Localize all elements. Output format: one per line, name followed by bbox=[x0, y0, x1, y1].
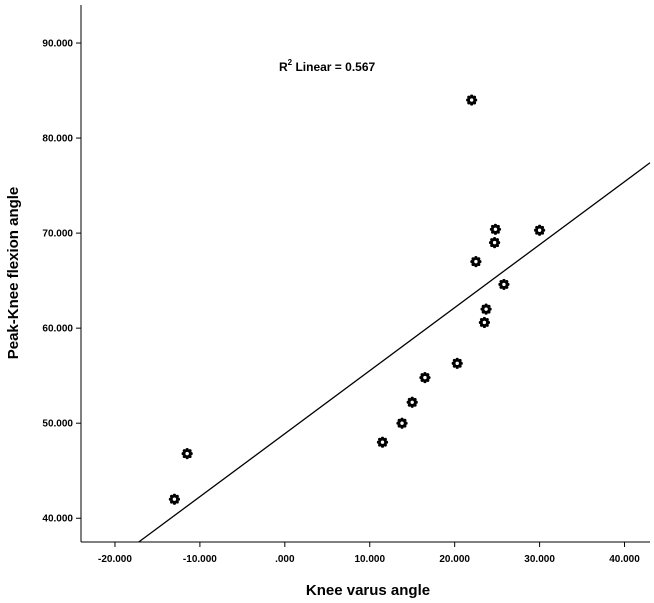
data-point bbox=[489, 223, 502, 235]
data-point bbox=[488, 237, 501, 249]
y-tick-label: 60.000 bbox=[42, 324, 73, 335]
fit-line bbox=[138, 162, 651, 543]
x-ticks: -20.000 -10.000 .000 10.000 20.000 30.000 40.0… bbox=[98, 542, 640, 565]
data-point bbox=[478, 316, 490, 329]
data-point bbox=[419, 371, 431, 384]
x-tick-label: 10.000 bbox=[354, 554, 385, 565]
y-ticks: 40.000 50.000 60.000 70.000 80.000 90.000 bbox=[42, 39, 81, 525]
y-tick-label: 90.000 bbox=[42, 39, 73, 50]
data-point bbox=[451, 357, 463, 369]
data-point bbox=[406, 396, 418, 408]
data-point bbox=[376, 436, 389, 448]
y-axis-title: Peak-Knee flexion angle bbox=[5, 187, 22, 360]
data-point bbox=[498, 278, 510, 291]
data-points bbox=[168, 94, 546, 505]
y-tick-label: 50.000 bbox=[42, 419, 73, 430]
data-point bbox=[470, 256, 482, 268]
plot-area: -20.000 -10.000 .000 10.000 20.000 30.000 40.0… bbox=[42, 5, 651, 565]
x-tick-label: .000 bbox=[275, 554, 295, 565]
r-squared-annotation: R2 Linear = 0.567 bbox=[279, 58, 376, 74]
x-tick-label: -10.000 bbox=[183, 554, 217, 565]
y-tick-label: 40.000 bbox=[42, 514, 73, 525]
data-point bbox=[396, 417, 408, 429]
x-axis-title: Knee varus angle bbox=[306, 582, 430, 599]
y-tick-label: 80.000 bbox=[42, 134, 73, 145]
data-point bbox=[181, 448, 193, 460]
x-tick-label: -20.000 bbox=[98, 554, 132, 565]
data-point bbox=[168, 493, 181, 505]
data-point bbox=[466, 94, 478, 106]
y-tick-label: 70.000 bbox=[42, 229, 73, 240]
data-point bbox=[480, 303, 492, 315]
x-tick-label: 20.000 bbox=[439, 554, 470, 565]
x-tick-label: 40.000 bbox=[609, 554, 640, 565]
x-tick-label: 30.000 bbox=[524, 554, 555, 565]
data-point bbox=[533, 224, 546, 236]
